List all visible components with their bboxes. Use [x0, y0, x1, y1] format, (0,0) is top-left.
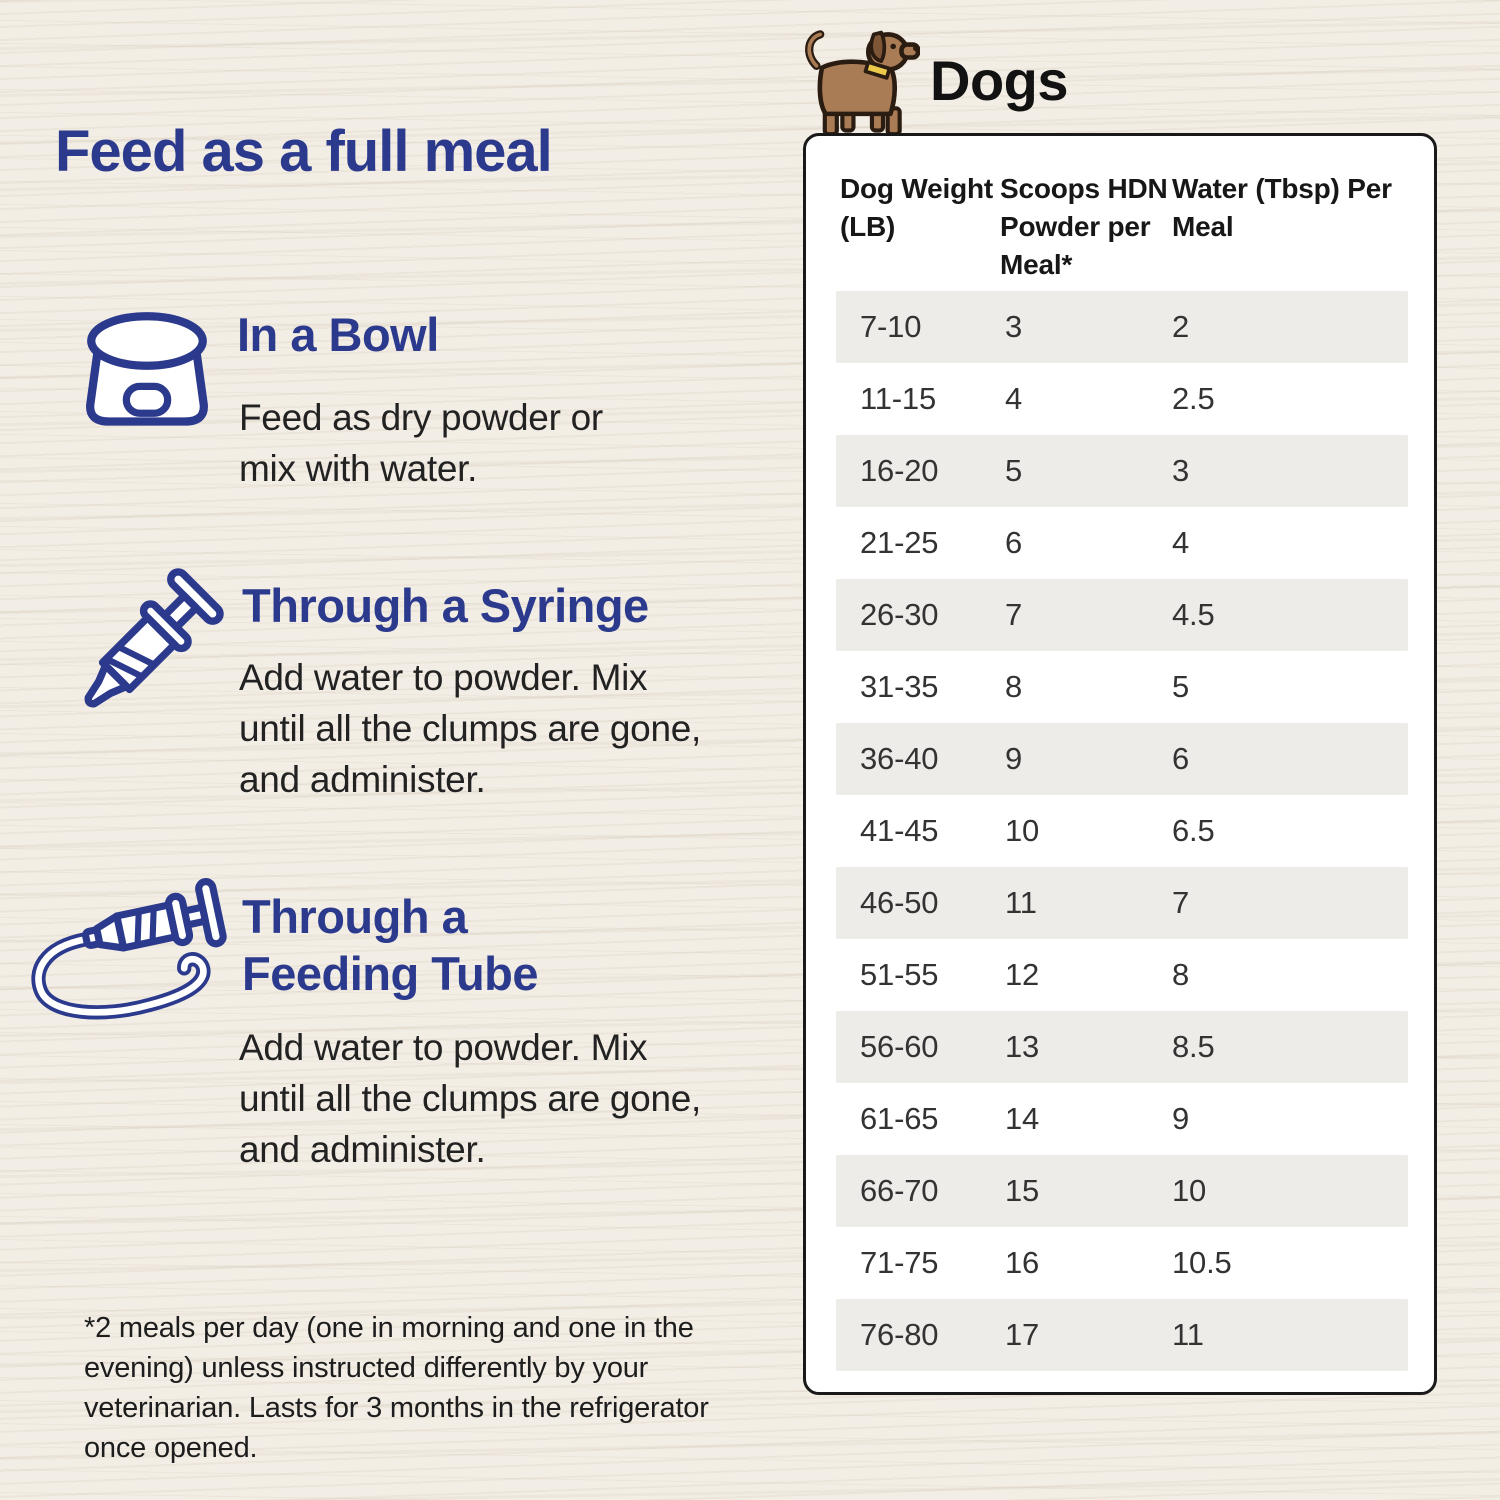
- table-cell: 7: [1005, 597, 1023, 632]
- table-cell: 5: [1005, 453, 1023, 488]
- table-cell: 12: [1005, 957, 1040, 992]
- table-cell: 71-75: [860, 1245, 939, 1280]
- table-cell: 3: [1005, 309, 1023, 344]
- table-cell: 8: [1172, 957, 1190, 992]
- table-cell: 7-10: [860, 309, 922, 344]
- column-header-weight: Dog Weight (LB): [840, 173, 994, 242]
- table-cell: 16-20: [860, 453, 939, 488]
- table-cell: 11-15: [860, 381, 936, 416]
- table-cell: 4: [1005, 381, 1023, 416]
- table-row: 76-80 17 11: [836, 1299, 1408, 1371]
- table-cell: 10: [1005, 813, 1040, 848]
- table-row: 51-55 12 8: [836, 939, 1408, 1011]
- table-cell: 6: [1172, 741, 1190, 776]
- table-row: 31-35 8 5: [836, 651, 1408, 723]
- table-cell: 2.5: [1172, 381, 1215, 416]
- dog-icon: [798, 27, 921, 145]
- column-header-scoops: Scoops HDN Powder per Meal*: [1000, 173, 1168, 280]
- table-cell: 36-40: [860, 741, 939, 776]
- table-cell: 14: [1005, 1101, 1040, 1136]
- table-cell: 5: [1172, 669, 1190, 704]
- table-cell: 31-35: [860, 669, 939, 704]
- table-cell: 2: [1172, 309, 1190, 344]
- table-cell: 21-25: [860, 525, 939, 560]
- table-row: 56-60 13 8.5: [836, 1011, 1408, 1083]
- section-heading-feeding-tube: Through a Feeding Tube: [242, 890, 539, 1000]
- section-body-bowl: Feed as dry powder or mix with water.: [239, 397, 603, 489]
- table-row: 21-25 6 4: [836, 507, 1408, 579]
- table-cell: 3: [1172, 453, 1190, 488]
- table-row: 66-70 15 10: [836, 1155, 1408, 1227]
- table-body: 7-10 3 2 11-15 4 2.5 16-20 5 3 21-25 6 4 26-30 7 4.5 31…: [806, 291, 1434, 1371]
- table-cell: 51-55: [860, 957, 939, 992]
- footnote: *2 meals per day (one in morning and one…: [84, 1312, 709, 1464]
- table-cell: 41-45: [860, 813, 939, 848]
- table-cell: 15: [1005, 1173, 1040, 1208]
- dogs-table-card: Dog Weight (LB) Scoops HDN Powder per Me…: [803, 133, 1437, 1395]
- table-row: 36-40 9 6: [836, 723, 1408, 795]
- table-row: 61-65 14 9: [836, 1083, 1408, 1155]
- table-cell: 11: [1005, 885, 1037, 920]
- table-cell: 13: [1005, 1029, 1040, 1064]
- feeding-tube-icon: [24, 872, 238, 1030]
- table-cell: 10: [1172, 1173, 1207, 1208]
- section-body-feeding-tube: Add water to powder. Mix until all the c…: [239, 1027, 701, 1170]
- page-title: Feed as a full meal: [55, 119, 553, 184]
- table-row: 26-30 7 4.5: [836, 579, 1408, 651]
- table-cell: 11: [1172, 1317, 1204, 1352]
- table-cell: 9: [1172, 1101, 1190, 1136]
- section-body-syringe: Add water to powder. Mix until all the c…: [239, 657, 701, 800]
- table-cell: 56-60: [860, 1029, 939, 1064]
- table-cell: 6.5: [1172, 813, 1215, 848]
- table-cell: 6: [1005, 525, 1023, 560]
- column-header-water: Water (Tbsp) Per Meal: [1172, 173, 1392, 242]
- table-cell: 46-50: [860, 885, 939, 920]
- table-row: 41-45 10 6.5: [836, 795, 1408, 867]
- section-heading-syringe: Through a Syringe: [242, 579, 649, 632]
- table-row: 71-75 16 10.5: [836, 1227, 1408, 1299]
- table-cell: 76-80: [860, 1317, 939, 1352]
- table-cell: 61-65: [860, 1101, 939, 1136]
- table-cell: 8: [1005, 669, 1023, 704]
- syringe-icon: [50, 562, 230, 747]
- table-row: 16-20 5 3: [836, 435, 1408, 507]
- table-row: 7-10 3 2: [836, 291, 1408, 363]
- dog-bowl-icon: [84, 310, 210, 439]
- table-cell: 17: [1005, 1317, 1040, 1352]
- section-heading-bowl: In a Bowl: [237, 308, 439, 361]
- table-cell: 8.5: [1172, 1029, 1215, 1064]
- table-title: Dogs: [930, 49, 1069, 112]
- table-cell: 7: [1172, 885, 1190, 920]
- table-header-row: Dog Weight (LB) Scoops HDN Powder per Me…: [806, 136, 1434, 291]
- table-cell: 26-30: [860, 597, 939, 632]
- table-cell: 10.5: [1172, 1245, 1232, 1280]
- table-cell: 9: [1005, 741, 1023, 776]
- table-row: 11-15 4 2.5: [836, 363, 1408, 435]
- table-cell: 66-70: [860, 1173, 939, 1208]
- table-cell: 4: [1172, 525, 1190, 560]
- table-cell: 4.5: [1172, 597, 1215, 632]
- table-row: 46-50 11 7: [836, 867, 1408, 939]
- table-cell: 16: [1005, 1245, 1040, 1280]
